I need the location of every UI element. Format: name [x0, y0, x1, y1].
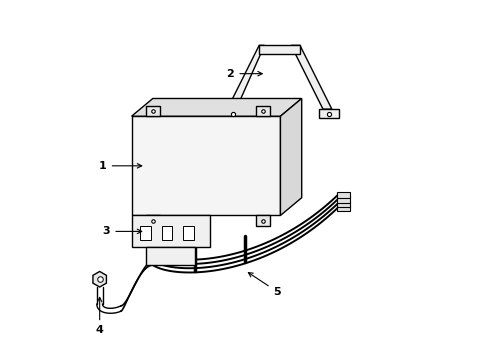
Polygon shape: [227, 45, 265, 109]
Polygon shape: [291, 45, 332, 109]
Text: 1: 1: [99, 161, 142, 171]
Text: 3: 3: [103, 226, 142, 237]
Bar: [141, 226, 151, 240]
Bar: [183, 226, 194, 240]
Text: 4: 4: [96, 297, 103, 335]
Bar: [256, 215, 270, 226]
Bar: [146, 247, 196, 265]
Text: 5: 5: [248, 273, 281, 297]
Bar: [337, 201, 349, 207]
Bar: [259, 45, 300, 54]
Bar: [146, 105, 160, 116]
Bar: [337, 205, 349, 211]
Polygon shape: [93, 271, 106, 287]
Bar: [337, 196, 349, 203]
Bar: [319, 109, 339, 118]
Text: 2: 2: [226, 69, 262, 79]
Bar: [337, 192, 349, 198]
Bar: [146, 215, 160, 226]
Bar: [162, 226, 172, 240]
Bar: [256, 105, 270, 116]
Bar: [132, 116, 280, 215]
Polygon shape: [280, 99, 302, 215]
Polygon shape: [132, 99, 302, 116]
Bar: [132, 215, 210, 247]
Bar: [224, 109, 243, 118]
